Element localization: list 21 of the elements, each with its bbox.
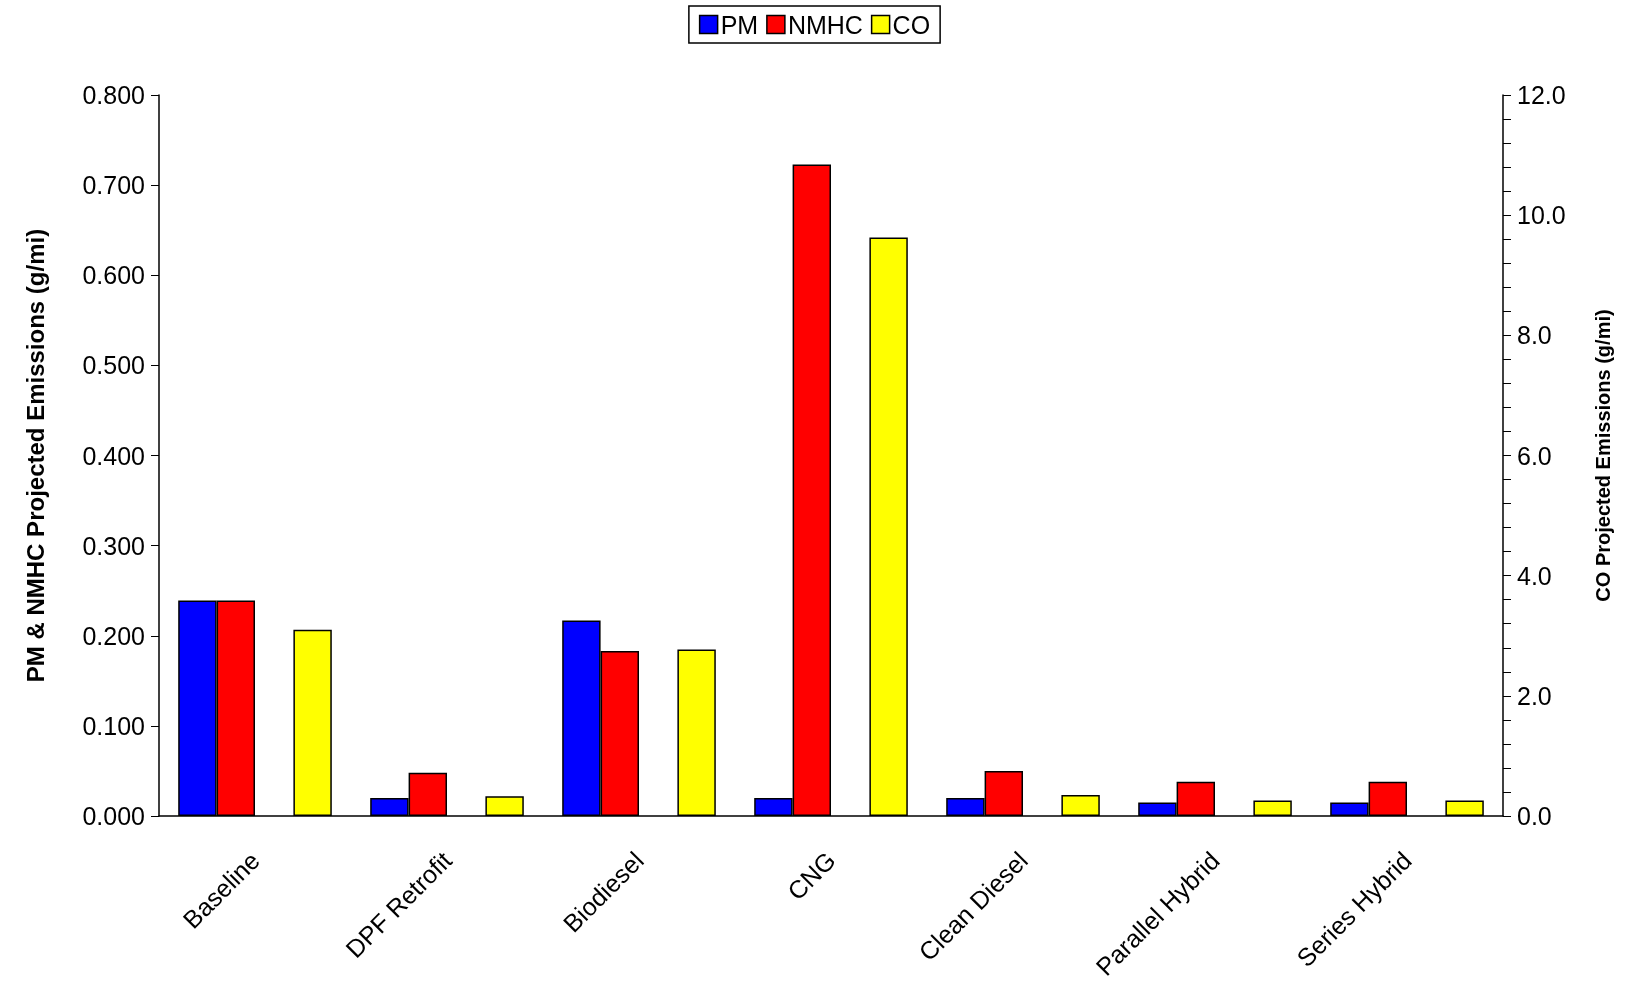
y2-tick-label: 8.0 <box>1517 321 1552 350</box>
y-tick-label: 0.300 <box>82 531 145 560</box>
y2-tick-label: 4.0 <box>1517 561 1552 590</box>
y2-tick-label: 0.0 <box>1517 802 1552 830</box>
legend-label: CO <box>892 10 931 39</box>
y-tick-label: 0.400 <box>82 441 145 470</box>
y2-tick-label: 2.0 <box>1517 681 1552 710</box>
y-tick-label: 0.200 <box>82 621 145 650</box>
y2-tick-label: 12.0 <box>1517 81 1566 109</box>
y-tick-label: 0.800 <box>82 81 145 109</box>
y-tick-label: 0.500 <box>82 351 145 380</box>
y-axis-title: PM & NMHC Projected Emissions (g/mi) <box>21 228 49 683</box>
y2-axis-title: CO Projected Emissions (g/mi) <box>1592 309 1614 602</box>
y2-tick-label: 10.0 <box>1517 201 1566 230</box>
y-tick-label: 0.600 <box>82 261 145 290</box>
y-tick-label: 0.100 <box>82 711 145 740</box>
y-tick-label: 0.000 <box>82 802 145 830</box>
y2-tick-label: 6.0 <box>1517 441 1552 470</box>
legend-label: NMHC <box>787 10 863 39</box>
y-tick-label: 0.700 <box>82 171 145 200</box>
legend-label: PM <box>720 10 759 39</box>
